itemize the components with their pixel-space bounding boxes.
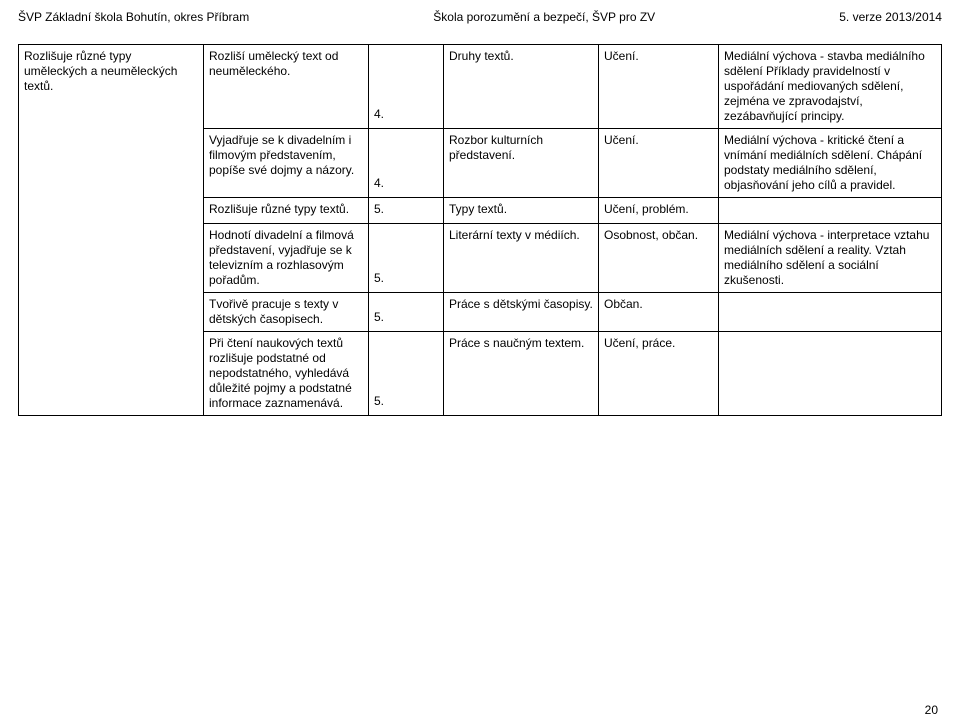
cell-c3: 5. <box>369 198 444 224</box>
cell-c6: Mediální výchova - stavba mediálního sdě… <box>719 45 942 129</box>
cell-c5: Občan. <box>599 293 719 332</box>
cell-c4: Práce s dětskými časopisy. <box>444 293 599 332</box>
cell-c1: Rozlišuje různé typy uměleckých a neuměl… <box>19 45 204 416</box>
cell-c2: Rozlišuje různé typy textů. <box>204 198 369 224</box>
cell-c3: 5. <box>369 293 444 332</box>
table-body: Rozlišuje různé typy uměleckých a neuměl… <box>19 45 942 416</box>
cell-c3: 4. <box>369 45 444 129</box>
cell-c4: Typy textů. <box>444 198 599 224</box>
cell-c3: 4. <box>369 129 444 198</box>
page-header: ŠVP Základní škola Bohutín, okres Příbra… <box>18 10 942 24</box>
cell-c5: Učení. <box>599 129 719 198</box>
cell-c4: Rozbor kulturních představení. <box>444 129 599 198</box>
cell-c2: Rozliší umělecký text od neuměleckého. <box>204 45 369 129</box>
page-number: 20 <box>925 703 938 717</box>
cell-c3: 5. <box>369 332 444 416</box>
curriculum-table: Rozlišuje různé typy uměleckých a neuměl… <box>18 44 942 416</box>
cell-c4: Literární texty v médiích. <box>444 224 599 293</box>
cell-c5: Osobnost, občan. <box>599 224 719 293</box>
cell-c6 <box>719 198 942 224</box>
cell-c6 <box>719 332 942 416</box>
cell-c5: Učení, problém. <box>599 198 719 224</box>
cell-c6: Mediální výchova - kritické čtení a vním… <box>719 129 942 198</box>
cell-c2: Vyjadřuje se k divadelním i filmovým pře… <box>204 129 369 198</box>
cell-c6: Mediální výchova - interpretace vztahu m… <box>719 224 942 293</box>
cell-c4: Druhy textů. <box>444 45 599 129</box>
cell-c3: 5. <box>369 224 444 293</box>
header-center: Škola porozumění a bezpečí, ŠVP pro ZV <box>433 10 655 24</box>
cell-c2: Hodnotí divadelní a filmová představení,… <box>204 224 369 293</box>
table-row: Rozlišuje různé typy uměleckých a neuměl… <box>19 45 942 129</box>
cell-c5: Učení. <box>599 45 719 129</box>
cell-c2: Při čtení naukových textů rozlišuje pods… <box>204 332 369 416</box>
cell-c6 <box>719 293 942 332</box>
cell-c4: Práce s naučným textem. <box>444 332 599 416</box>
header-left: ŠVP Základní škola Bohutín, okres Příbra… <box>18 10 249 24</box>
cell-c2: Tvořivě pracuje s texty v dětských časop… <box>204 293 369 332</box>
header-right: 5. verze 2013/2014 <box>839 10 942 24</box>
cell-c5: Učení, práce. <box>599 332 719 416</box>
